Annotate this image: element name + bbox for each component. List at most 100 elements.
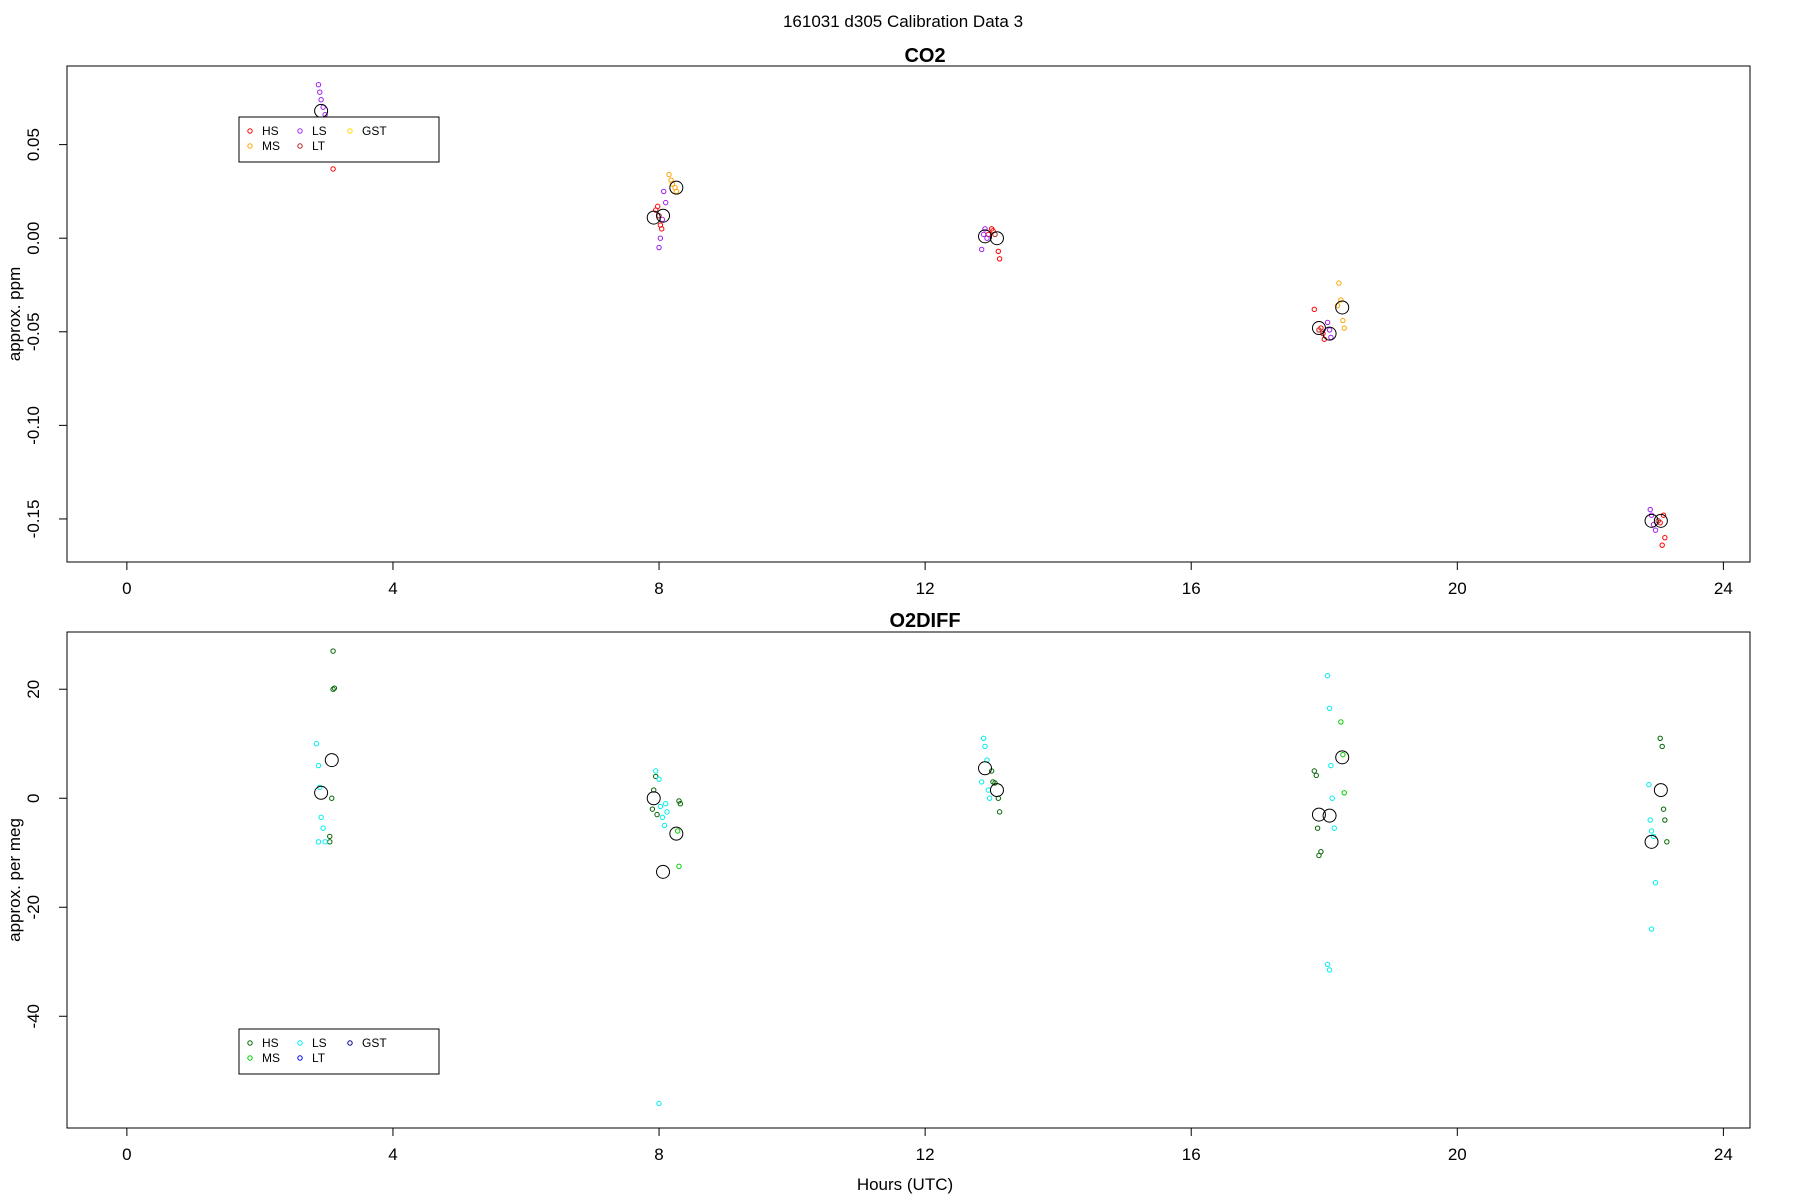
co2-point-hs bbox=[1320, 330, 1326, 337]
co2-point-lt bbox=[1655, 518, 1661, 524]
co2-x-tick-label: 20 bbox=[1448, 579, 1467, 598]
o2diff-panel: O2DIFF approx. per meg 0 4 8 12 16 20 24 20 0 -20… bbox=[5, 610, 1751, 1164]
o2diff-x-tick-label: 12 bbox=[916, 1145, 935, 1164]
o2diff-point-ms bbox=[1338, 719, 1344, 725]
co2-point-ls bbox=[317, 89, 323, 95]
co2-series-ms bbox=[666, 171, 1347, 331]
figure-xlabel: Hours (UTC) bbox=[857, 1175, 953, 1194]
o2diff-point-hs bbox=[1660, 806, 1667, 812]
o2diff-series-hs bbox=[327, 648, 1670, 859]
o2diff-legend-label-gst: GST bbox=[362, 1036, 387, 1050]
co2-point-ms bbox=[666, 171, 672, 178]
o2diff-point-ms bbox=[1341, 790, 1347, 796]
co2-point-ls bbox=[982, 226, 988, 232]
o2diff-point-ls bbox=[320, 825, 326, 831]
co2-x-tick-label: 24 bbox=[1714, 579, 1733, 598]
co2-point-ls bbox=[1647, 506, 1653, 513]
o2diff-point-ls bbox=[315, 839, 322, 845]
co2-y-tick-label: -0.10 bbox=[24, 406, 43, 445]
o2diff-point-hs bbox=[676, 798, 682, 804]
co2-y-tick-label: -0.05 bbox=[24, 312, 43, 351]
o2diff-point-ls bbox=[1646, 781, 1652, 788]
o2diff-point-ls bbox=[1328, 762, 1334, 769]
o2diff-point-hs bbox=[651, 787, 657, 793]
co2-point-ls bbox=[662, 199, 669, 206]
o2diff-point-ms bbox=[1340, 751, 1346, 758]
co2-x-tick-label: 4 bbox=[388, 579, 397, 598]
o2diff-point-ms bbox=[674, 828, 681, 834]
o2diff-x-tick-label: 24 bbox=[1714, 1145, 1733, 1164]
co2-legend-marker-hs bbox=[247, 128, 253, 134]
co2-legend-label-lt: LT bbox=[312, 139, 326, 153]
o2diff-point-hs bbox=[654, 811, 660, 818]
co2-panel-title: CO2 bbox=[904, 45, 945, 67]
o2diff-point-ls bbox=[656, 776, 662, 782]
o2diff-point-ls bbox=[1324, 672, 1331, 679]
co2-mean-marker bbox=[1644, 513, 1659, 528]
co2-y-tick-label: 0.00 bbox=[24, 222, 43, 255]
co2-data-points bbox=[315, 82, 1668, 548]
o2diff-series-ms bbox=[674, 719, 1347, 870]
o2diff-point-ls bbox=[1647, 817, 1653, 823]
co2-point-ms bbox=[1340, 317, 1346, 324]
o2diff-legend-marker-lt bbox=[297, 1055, 303, 1061]
co2-mean-marker bbox=[1335, 300, 1350, 315]
o2diff-point-hs bbox=[677, 800, 684, 807]
o2diff-mean-marker bbox=[1311, 807, 1326, 822]
co2-point-hs bbox=[659, 226, 665, 232]
o2diff-x-tick-label: 0 bbox=[122, 1145, 131, 1164]
co2-mean-marker bbox=[1322, 326, 1337, 341]
co2-legend-label-ms: MS bbox=[262, 139, 280, 153]
co2-point-ms bbox=[1338, 297, 1344, 303]
co2-legend-label-gst: GST bbox=[362, 124, 387, 138]
o2diff-point-hs bbox=[330, 648, 336, 654]
o2diff-panel-title: O2DIFF bbox=[889, 610, 960, 632]
o2diff-legend-label-hs: HS bbox=[262, 1036, 279, 1050]
o2diff-point-ls bbox=[315, 762, 322, 769]
co2-point-ls bbox=[980, 231, 987, 238]
o2diff-legend-marker-ms bbox=[247, 1055, 253, 1061]
co2-mean-marker bbox=[978, 229, 992, 244]
co2-point-ms bbox=[673, 188, 680, 195]
o2diff-y-tick-label: 20 bbox=[24, 680, 43, 699]
o2diff-point-ls bbox=[653, 768, 659, 774]
o2diff-point-ls bbox=[1648, 926, 1655, 932]
co2-x-tick-label: 0 bbox=[122, 579, 131, 598]
co2-point-ls bbox=[1324, 319, 1331, 326]
co2-mean-marker bbox=[989, 231, 1004, 246]
co2-panel: CO2 approx. ppm 0 4 8 12 16 20 24 0.05 0.00 -0.05… bbox=[5, 45, 1751, 598]
co2-point-ls bbox=[318, 96, 324, 103]
o2diff-point-ls bbox=[656, 1100, 662, 1107]
co2-legend-label-hs: HS bbox=[262, 124, 279, 138]
o2diff-point-hs bbox=[1657, 735, 1663, 741]
o2diff-mean-marker bbox=[1644, 834, 1659, 849]
co2-mean-markers bbox=[314, 103, 1668, 528]
o2diff-point-hs bbox=[1313, 772, 1319, 779]
co2-point-hs bbox=[1662, 534, 1668, 541]
o2diff-mean-marker bbox=[1335, 750, 1350, 765]
o2diff-point-ls bbox=[1648, 828, 1655, 834]
o2diff-point-ls bbox=[980, 735, 987, 741]
o2diff-point-ms bbox=[676, 863, 682, 870]
o2diff-point-hs bbox=[992, 780, 998, 786]
o2diff-point-hs bbox=[1662, 817, 1668, 823]
co2-point-hs bbox=[330, 166, 336, 172]
o2diff-x-tick-label: 20 bbox=[1448, 1145, 1467, 1164]
o2diff-point-hs bbox=[331, 685, 338, 691]
co2-x-tick-label: 12 bbox=[916, 579, 935, 598]
co2-point-ms bbox=[669, 181, 676, 187]
co2-y-tick-label: -0.15 bbox=[24, 500, 43, 539]
co2-ylabel: approx. ppm bbox=[5, 267, 24, 362]
figure-suptitle: 161031 d305 Calibration Data 3 bbox=[783, 12, 1023, 31]
o2diff-point-ls bbox=[664, 809, 670, 815]
o2diff-point-ls bbox=[1329, 795, 1335, 801]
o2diff-point-hs bbox=[1659, 743, 1665, 750]
o2diff-legend-box bbox=[238, 1028, 440, 1075]
co2-point-ls bbox=[657, 235, 664, 241]
co2-point-ls bbox=[1326, 327, 1333, 333]
co2-x-tick-label: 16 bbox=[1182, 579, 1201, 598]
co2-legend-marker-ls bbox=[297, 128, 303, 134]
o2diff-mean-marker bbox=[314, 785, 329, 800]
